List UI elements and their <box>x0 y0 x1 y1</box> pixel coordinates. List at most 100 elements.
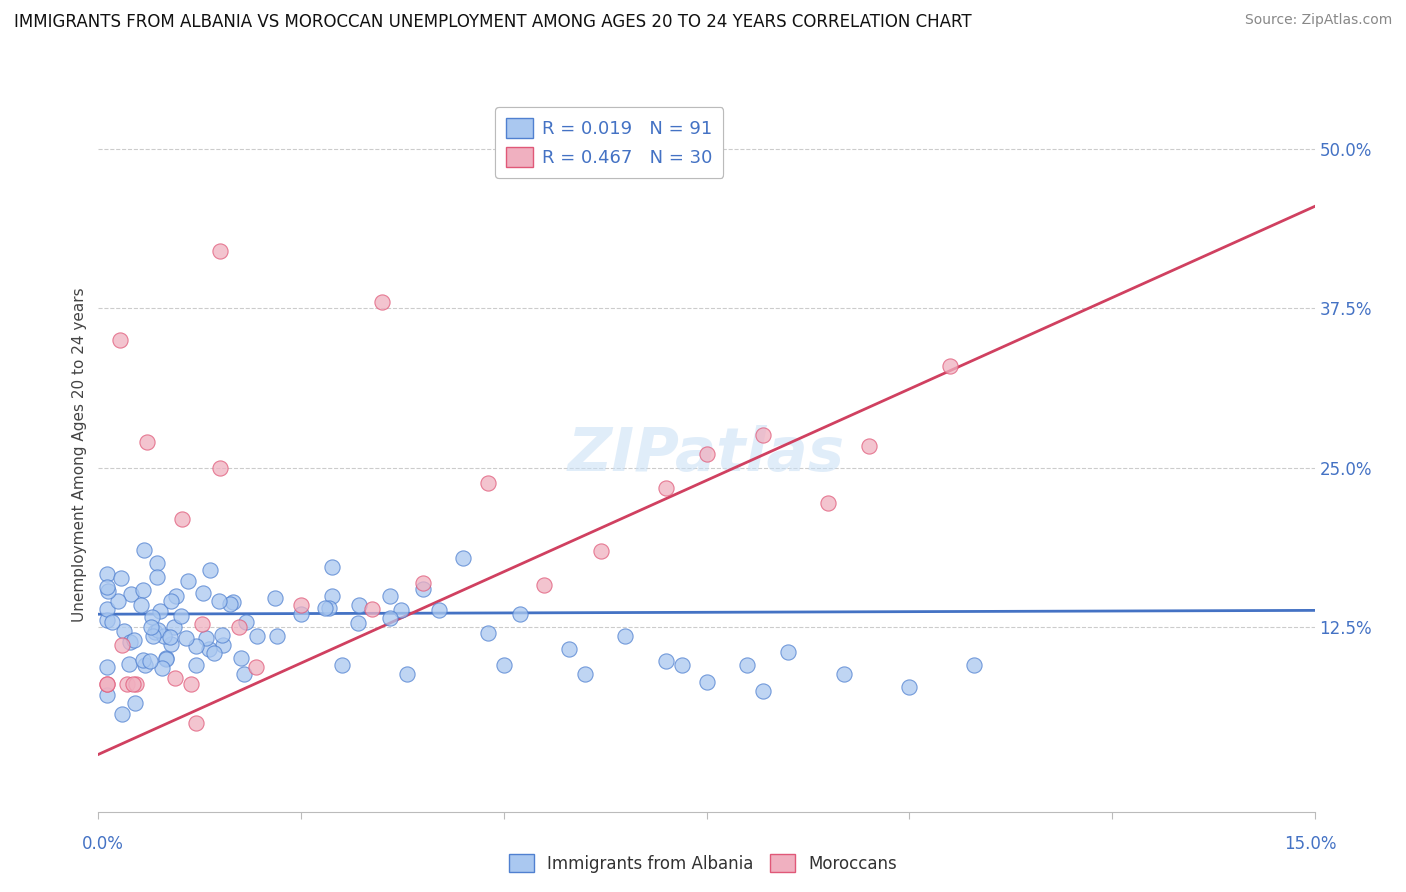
Point <box>290 598 312 612</box>
Point <box>132 653 155 667</box>
Point <box>195 631 218 645</box>
Point <box>165 589 187 603</box>
Point <box>492 658 515 673</box>
Point <box>129 598 152 612</box>
Point <box>159 637 181 651</box>
Point <box>321 589 343 603</box>
Point <box>314 600 336 615</box>
Point <box>834 667 856 681</box>
Point <box>219 598 242 612</box>
Point <box>198 563 221 577</box>
Point <box>427 603 450 617</box>
Point <box>180 677 202 691</box>
Point <box>752 683 775 698</box>
Point <box>395 667 418 681</box>
Point <box>235 615 257 629</box>
Point <box>696 674 718 689</box>
Point <box>134 658 156 673</box>
Point <box>208 594 231 608</box>
Point <box>155 651 177 665</box>
Point <box>246 629 269 643</box>
Point <box>143 625 166 640</box>
Point <box>533 578 555 592</box>
Point <box>96 613 118 627</box>
Point <box>453 551 475 566</box>
Point <box>96 660 118 674</box>
Point <box>378 590 401 604</box>
Point <box>290 607 312 622</box>
Point <box>233 667 256 681</box>
Point <box>209 244 232 258</box>
Point <box>146 570 169 584</box>
Point <box>655 481 678 495</box>
Point <box>96 689 118 703</box>
Point <box>159 593 181 607</box>
Point <box>96 580 118 594</box>
Point <box>202 646 225 660</box>
Point <box>177 574 200 588</box>
Point <box>121 587 143 601</box>
Point <box>184 658 207 673</box>
Point <box>163 671 186 685</box>
Point <box>939 359 962 373</box>
Point <box>229 650 252 665</box>
Point <box>153 629 176 643</box>
Point <box>111 707 134 722</box>
Point <box>222 595 245 609</box>
Point <box>125 677 148 691</box>
Text: Source: ZipAtlas.com: Source: ZipAtlas.com <box>1244 13 1392 28</box>
Point <box>122 677 145 691</box>
Point <box>361 602 384 616</box>
Point <box>321 559 343 574</box>
Point <box>148 624 170 638</box>
Point <box>318 601 340 615</box>
Point <box>412 576 434 591</box>
Point <box>118 635 141 649</box>
Point <box>96 677 118 691</box>
Point <box>211 627 233 641</box>
Legend: R = 0.019   N = 91, R = 0.467   N = 30: R = 0.019 N = 91, R = 0.467 N = 30 <box>495 107 723 178</box>
Point <box>212 638 235 652</box>
Point <box>696 447 718 461</box>
Point <box>735 658 758 673</box>
Point <box>817 496 839 510</box>
Point <box>101 615 124 630</box>
Point <box>139 620 162 634</box>
Point <box>132 582 155 597</box>
Point <box>208 460 231 475</box>
Point <box>107 594 129 608</box>
Point <box>228 620 250 634</box>
Point <box>591 544 613 558</box>
Point <box>141 609 163 624</box>
Point <box>655 654 678 668</box>
Point <box>412 582 434 596</box>
Point <box>614 629 637 643</box>
Point <box>118 657 141 672</box>
Point <box>198 641 221 656</box>
Point <box>380 611 402 625</box>
Point <box>245 659 267 673</box>
Point <box>141 630 163 644</box>
Point <box>184 715 207 730</box>
Point <box>347 599 370 613</box>
Point <box>389 603 412 617</box>
Point <box>170 608 193 623</box>
Point <box>330 658 353 673</box>
Point <box>110 333 132 347</box>
Point <box>557 641 579 656</box>
Text: 15.0%: 15.0% <box>1284 835 1337 853</box>
Point <box>96 677 118 691</box>
Point <box>174 632 197 646</box>
Point <box>776 645 799 659</box>
Point <box>858 439 880 453</box>
Point <box>155 652 177 666</box>
Point <box>136 435 159 450</box>
Point <box>509 607 531 622</box>
Point <box>574 667 596 681</box>
Y-axis label: Unemployment Among Ages 20 to 24 years: Unemployment Among Ages 20 to 24 years <box>72 287 87 623</box>
Point <box>97 584 120 599</box>
Point <box>132 542 155 557</box>
Point <box>191 586 214 600</box>
Point <box>266 629 288 643</box>
Point <box>150 660 173 674</box>
